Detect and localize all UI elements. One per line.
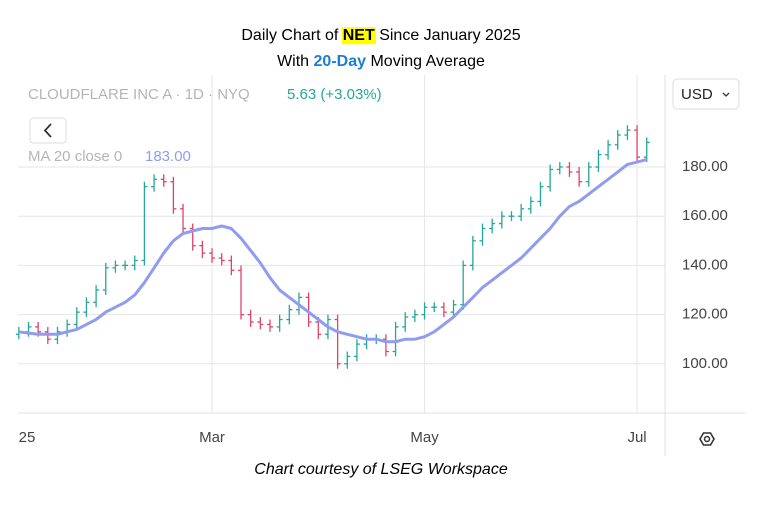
settings-icon xyxy=(699,432,715,446)
ma-value: 183.00 xyxy=(145,148,191,165)
source-note: Chart courtesy of LSEG Workspace xyxy=(254,461,508,478)
y-tick-label: 140.00 xyxy=(682,256,728,273)
chart-subtitle: With 20-Day Moving Average xyxy=(277,53,485,70)
chart-title: Daily Chart of NET Since January 2025 xyxy=(241,27,520,44)
currency-label: USD xyxy=(681,86,713,103)
x-tick-label: Mar xyxy=(199,429,225,446)
y-tick-label: 120.00 xyxy=(682,306,728,323)
settings-icon-dot xyxy=(703,435,711,443)
change-label: 5.63 (+3.03%) xyxy=(287,86,382,103)
symbol-label: CLOUDFLARE INC A · 1D · NYQ xyxy=(28,86,250,103)
subtitle-part: Moving Average xyxy=(366,53,485,70)
back-icon xyxy=(43,123,52,138)
moving-average-line xyxy=(18,158,648,344)
back-button[interactable] xyxy=(29,117,67,144)
dropdown-icon xyxy=(722,92,730,97)
title-part: Since January 2025 xyxy=(375,27,521,44)
ma-label: MA 20 close 0 xyxy=(28,148,122,165)
y-tick-label: 180.00 xyxy=(682,158,728,175)
y-tick-label: 100.00 xyxy=(682,355,728,372)
subtitle-part: With xyxy=(277,53,313,70)
plot-area: 100.00 120.00 140.00 160.00 180.00 25 Mar May Ju… xyxy=(15,75,728,446)
title-highlight: NET xyxy=(343,27,375,44)
x-tick-label: May xyxy=(410,429,439,446)
currency-button[interactable] xyxy=(672,78,740,110)
x-tick-label: 25 xyxy=(19,429,36,446)
x-tick-label: Jul xyxy=(627,429,646,446)
y-tick-label: 160.00 xyxy=(682,207,728,224)
subtitle-highlight: 20-Day xyxy=(314,53,367,70)
title-highlight-bg xyxy=(341,27,376,45)
title-part: Daily Chart of xyxy=(241,27,342,44)
settings-button[interactable] xyxy=(699,432,715,446)
